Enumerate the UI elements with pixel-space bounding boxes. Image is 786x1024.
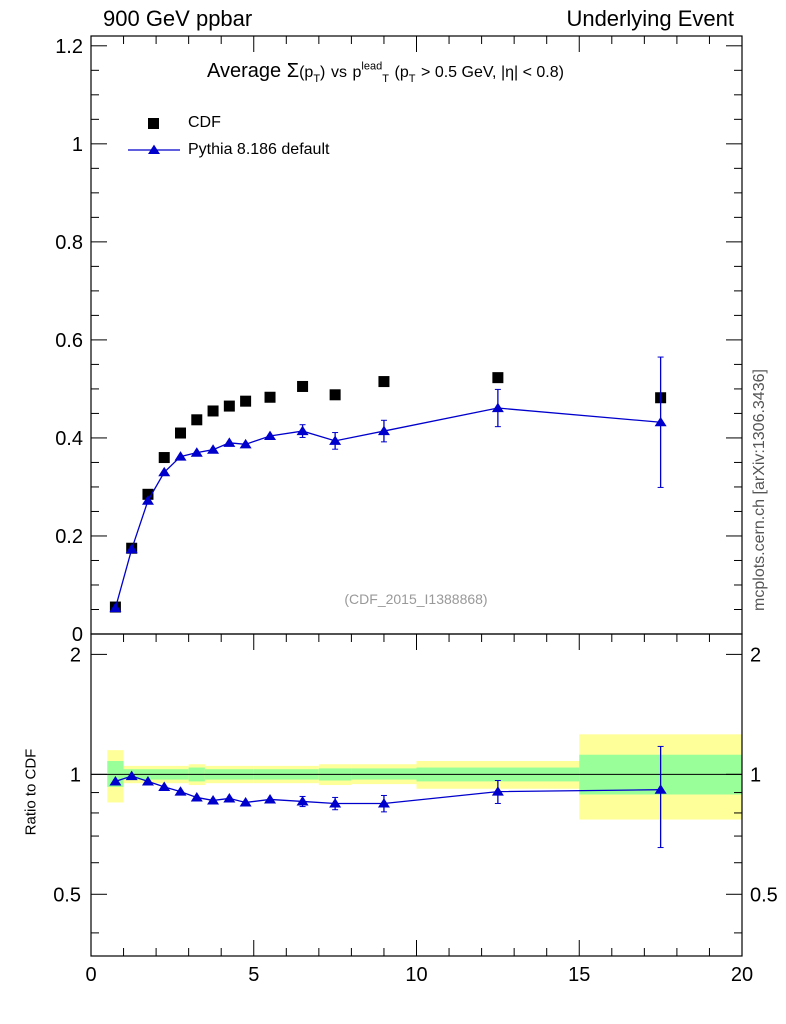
cdf-point xyxy=(158,452,170,464)
x-tick-label: 5 xyxy=(248,964,259,986)
ratio-point xyxy=(158,781,171,791)
title-vs: vs xyxy=(330,64,347,81)
title-pt-open: (p xyxy=(299,64,314,81)
pythia-point xyxy=(125,543,138,554)
pythia-point xyxy=(174,451,187,461)
ratio-point xyxy=(207,795,220,805)
cdf-point xyxy=(240,395,252,407)
cdf-point xyxy=(492,372,504,384)
pythia-point xyxy=(190,447,203,457)
title-plead: p xyxy=(352,64,362,81)
plot-title: Average Σ(pT) vs pleadT (pT > 0.5 GeV, |… xyxy=(207,60,564,85)
pythia-point xyxy=(264,430,277,441)
ratio-uncertainty-bands xyxy=(107,734,742,820)
title-cut-rest: > 0.5 GeV, |η| < 0.8) xyxy=(421,64,564,81)
ratio-point xyxy=(654,784,667,794)
pythia-point xyxy=(654,416,667,427)
ratio-point xyxy=(125,770,138,781)
source-label: mcplots.cern.ch [arXiv:1306.3436] xyxy=(751,369,768,611)
pythia-point xyxy=(109,602,122,613)
y-tick-label: 0.4 xyxy=(55,428,83,450)
analysis-reference: (CDF_2015_I1388868) xyxy=(344,591,488,607)
title-plead-sub: T xyxy=(382,73,389,85)
cdf-point xyxy=(175,427,187,439)
cdf-point xyxy=(297,380,309,392)
legend-marker-pythia xyxy=(148,144,160,155)
pythia-point xyxy=(207,444,220,454)
ratio-point xyxy=(239,797,252,807)
title-pt-close: ) xyxy=(320,64,326,81)
title-cut-sub: T xyxy=(408,73,416,85)
ratio-y-tick-label: 1 xyxy=(750,764,761,786)
y-tick-label: 0.8 xyxy=(55,232,83,254)
y-tick-label: 0.6 xyxy=(55,330,83,352)
pythia-point xyxy=(141,495,154,505)
ratio-point xyxy=(264,794,277,804)
legend-label-pythia: Pythia 8.186 default xyxy=(188,141,330,158)
pythia-point xyxy=(329,435,342,445)
ratio-point xyxy=(296,796,309,806)
ratio-data-marks xyxy=(109,745,667,849)
energy-label: 900 GeV ppbar xyxy=(103,6,253,31)
cdf-point xyxy=(207,405,219,417)
x-tick-label: 10 xyxy=(405,964,427,986)
ratio-point xyxy=(223,793,236,803)
title-pt-sub: T xyxy=(313,73,321,85)
cdf-point xyxy=(264,391,276,403)
ratio-point xyxy=(190,792,203,802)
ratio-y-tick-label: 0.5 xyxy=(53,884,81,906)
ratio-point xyxy=(377,798,390,808)
x-tick-label: 20 xyxy=(731,964,753,986)
pythia-point xyxy=(239,438,252,449)
pythia-line xyxy=(114,407,661,609)
cdf-point xyxy=(191,414,203,426)
pythia-point xyxy=(158,466,171,477)
ratio-y-tick-label: 1 xyxy=(70,764,81,786)
ratio-y-tick-label: 2 xyxy=(70,644,81,666)
title-sigma: Σ xyxy=(286,60,300,82)
ratio-point xyxy=(491,786,504,796)
pythia-point xyxy=(223,437,236,447)
ratio-point xyxy=(141,775,154,786)
main-data-marks xyxy=(109,356,667,613)
x-tick-label: 15 xyxy=(568,964,590,986)
ratio-axis-ticks: 0.5 0.51 12 20 5 10 15 20 xyxy=(53,634,778,986)
y-tick-label: 1.2 xyxy=(55,36,83,58)
main-axis-ticks: 0 0.2 0.4 0.6 0.8 1 1.2 xyxy=(55,36,743,646)
ratio-point xyxy=(329,798,342,808)
y-tick-label: 1 xyxy=(72,134,83,156)
title-cut-open: (p xyxy=(394,64,409,81)
ratio-point xyxy=(109,775,122,786)
y-tick-label: 0.2 xyxy=(55,526,83,548)
x-tick-label: 0 xyxy=(85,964,96,986)
legend-markers xyxy=(128,118,180,155)
cdf-point xyxy=(378,376,390,388)
ratio-y-tick-label: 0.5 xyxy=(750,884,778,906)
legend-marker-cdf xyxy=(148,118,159,129)
ratio-y-tick-label: 2 xyxy=(750,644,761,666)
pythia-point xyxy=(377,425,390,436)
legend-label-cdf: CDF xyxy=(188,114,221,131)
pythia-point xyxy=(491,402,504,413)
ratio-point xyxy=(174,786,187,796)
cdf-point xyxy=(223,400,235,412)
cdf-point xyxy=(142,488,154,500)
y-tick-label: 0 xyxy=(72,624,83,646)
ratio-y-axis-label: Ratio to CDF xyxy=(22,748,40,836)
title-word: Average xyxy=(207,60,282,82)
process-label: Underlying Event xyxy=(566,6,734,31)
title-plead-sup: lead xyxy=(361,60,383,73)
cdf-point xyxy=(329,389,341,401)
pythia-point xyxy=(296,425,309,436)
